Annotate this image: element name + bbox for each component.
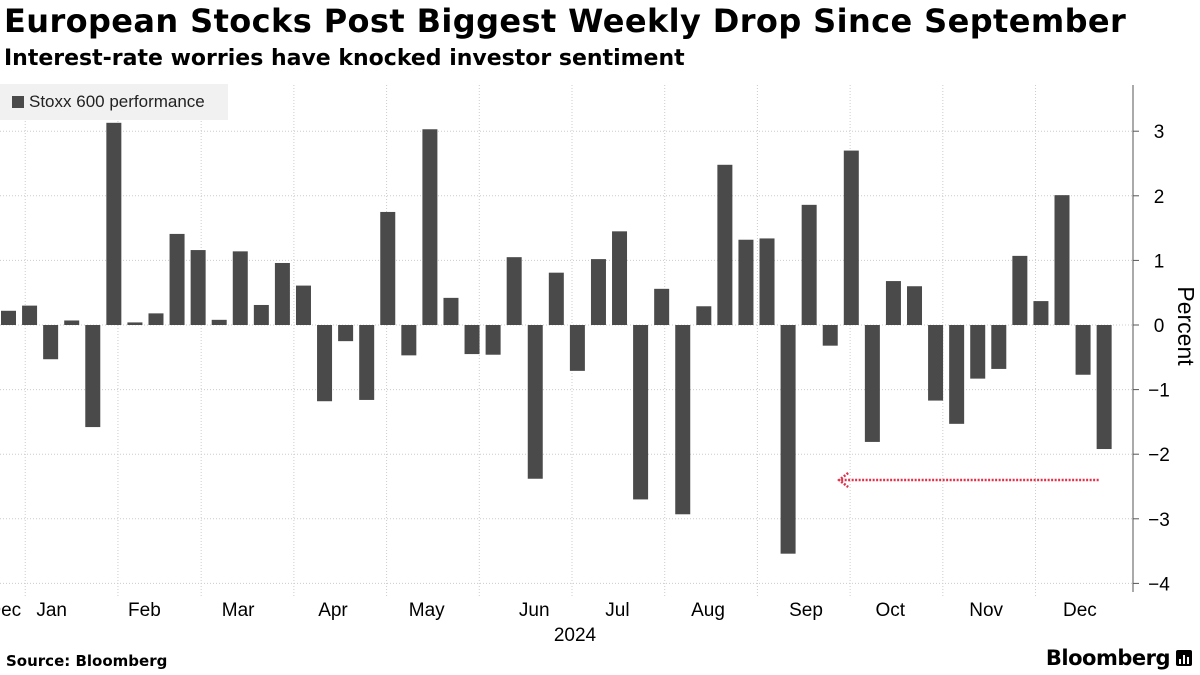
bar-week-41: [843, 150, 859, 325]
y-tick-label: 0: [1154, 316, 1165, 337]
bar-week-25: [506, 257, 522, 325]
bar-week-53: [1096, 325, 1112, 450]
bar-week-21: [422, 129, 438, 325]
bar-week-47: [970, 325, 986, 379]
y-axis: 3 2 1 0 −1 −2 −3 −4: [1132, 85, 1170, 595]
y-axis-title: Percent: [1173, 286, 1199, 366]
bar-week-26: [527, 325, 543, 479]
x-tick-label: Mar: [222, 600, 255, 621]
bar-week-14: [274, 262, 290, 325]
bar-week-3: [43, 325, 59, 360]
bar-week-16: [317, 325, 333, 402]
bar-week-10: [190, 250, 206, 325]
bar-week-6: [106, 122, 122, 325]
y-tick-label: 3: [1154, 122, 1165, 143]
bar-week-11: [211, 319, 227, 325]
y-tick-label: −4: [1148, 574, 1170, 595]
bar-week-12: [232, 251, 248, 325]
y-tick-label: −2: [1148, 445, 1170, 466]
bar-week-49: [1012, 255, 1028, 325]
bar-week-18: [359, 325, 375, 400]
bar-week-33: [675, 325, 691, 515]
bar-week-31: [633, 325, 649, 500]
y-tick-label: −1: [1148, 381, 1170, 402]
bar-week-8: [148, 313, 164, 325]
bar-week-20: [401, 325, 417, 356]
bar-week-51: [1054, 195, 1070, 325]
bar-week-9: [169, 233, 185, 325]
x-tick-label: Nov: [969, 600, 1003, 621]
bars: [1, 122, 1112, 554]
bar-week-48: [991, 325, 1007, 369]
bar-week-23: [464, 325, 480, 355]
bar-week-50: [1033, 301, 1049, 325]
bar-week-46: [949, 325, 965, 424]
chart-title: European Stocks Post Biggest Weekly Drop…: [4, 2, 1127, 40]
source-note: Source: Bloomberg: [6, 652, 168, 670]
x-tick-label: Dec: [1063, 600, 1097, 621]
bar-week-7: [127, 322, 143, 325]
bar-week-43: [885, 281, 901, 325]
x-tick-label: Oct: [875, 600, 905, 621]
bar-week-27: [548, 272, 564, 325]
x-tick-label: Dec: [0, 600, 21, 621]
bloomberg-bars-icon: [1176, 650, 1192, 666]
x-tick-label: May: [409, 600, 445, 621]
y-tick-label: 1: [1154, 251, 1165, 272]
brand-name: Bloomberg: [1045, 646, 1171, 670]
bar-week-38: [780, 325, 796, 554]
bar-week-17: [338, 325, 354, 342]
bar-week-22: [443, 297, 459, 325]
x-tick-label: Apr: [318, 600, 348, 621]
bar-week-13: [253, 304, 269, 325]
x-axis-year-label: 2024: [554, 625, 597, 646]
bar-week-1: [1, 310, 16, 325]
x-tick-label: Jan: [36, 600, 67, 621]
y-tick-label: −3: [1148, 510, 1170, 531]
bar-week-35: [717, 164, 733, 325]
bar-week-52: [1075, 325, 1091, 375]
bar-week-30: [612, 231, 628, 325]
legend-label: Stoxx 600 performance: [29, 92, 205, 111]
y-tick-label: 2: [1154, 187, 1165, 208]
brand-logo: Bloomberg: [1046, 646, 1192, 670]
bar-week-40: [822, 325, 838, 346]
bar-week-28: [569, 325, 585, 371]
bar-week-36: [738, 239, 754, 325]
bar-week-39: [801, 204, 817, 325]
x-tick-label: Jun: [519, 600, 550, 621]
bar-week-45: [928, 325, 944, 401]
bar-week-4: [64, 320, 80, 325]
x-tick-label: Feb: [128, 600, 161, 621]
bar-week-37: [759, 238, 775, 325]
x-axis-labels: Dec Jan Feb Mar Apr May Jun Jul Aug Sep Oct Nov Dec: [0, 600, 1097, 621]
bar-week-19: [380, 211, 396, 325]
legend: Stoxx 600 performance: [0, 84, 228, 120]
bar-week-32: [654, 288, 670, 325]
bar-week-5: [85, 325, 101, 428]
bar-week-29: [590, 259, 606, 325]
bar-week-2: [22, 305, 38, 325]
bar-week-24: [485, 325, 501, 355]
bar-week-44: [907, 286, 923, 325]
annotation-arrow: [837, 472, 1099, 489]
bar-week-42: [864, 325, 880, 442]
bar-week-34: [696, 306, 712, 325]
legend-swatch: [12, 96, 24, 108]
x-tick-label: Sep: [789, 600, 823, 621]
annotation-arrow-head: [837, 472, 849, 489]
x-tick-label: Aug: [691, 600, 725, 621]
x-tick-label: Jul: [605, 600, 629, 621]
bar-week-15: [295, 285, 311, 325]
chart-subtitle: Interest-rate worries have knocked inves…: [4, 46, 685, 71]
